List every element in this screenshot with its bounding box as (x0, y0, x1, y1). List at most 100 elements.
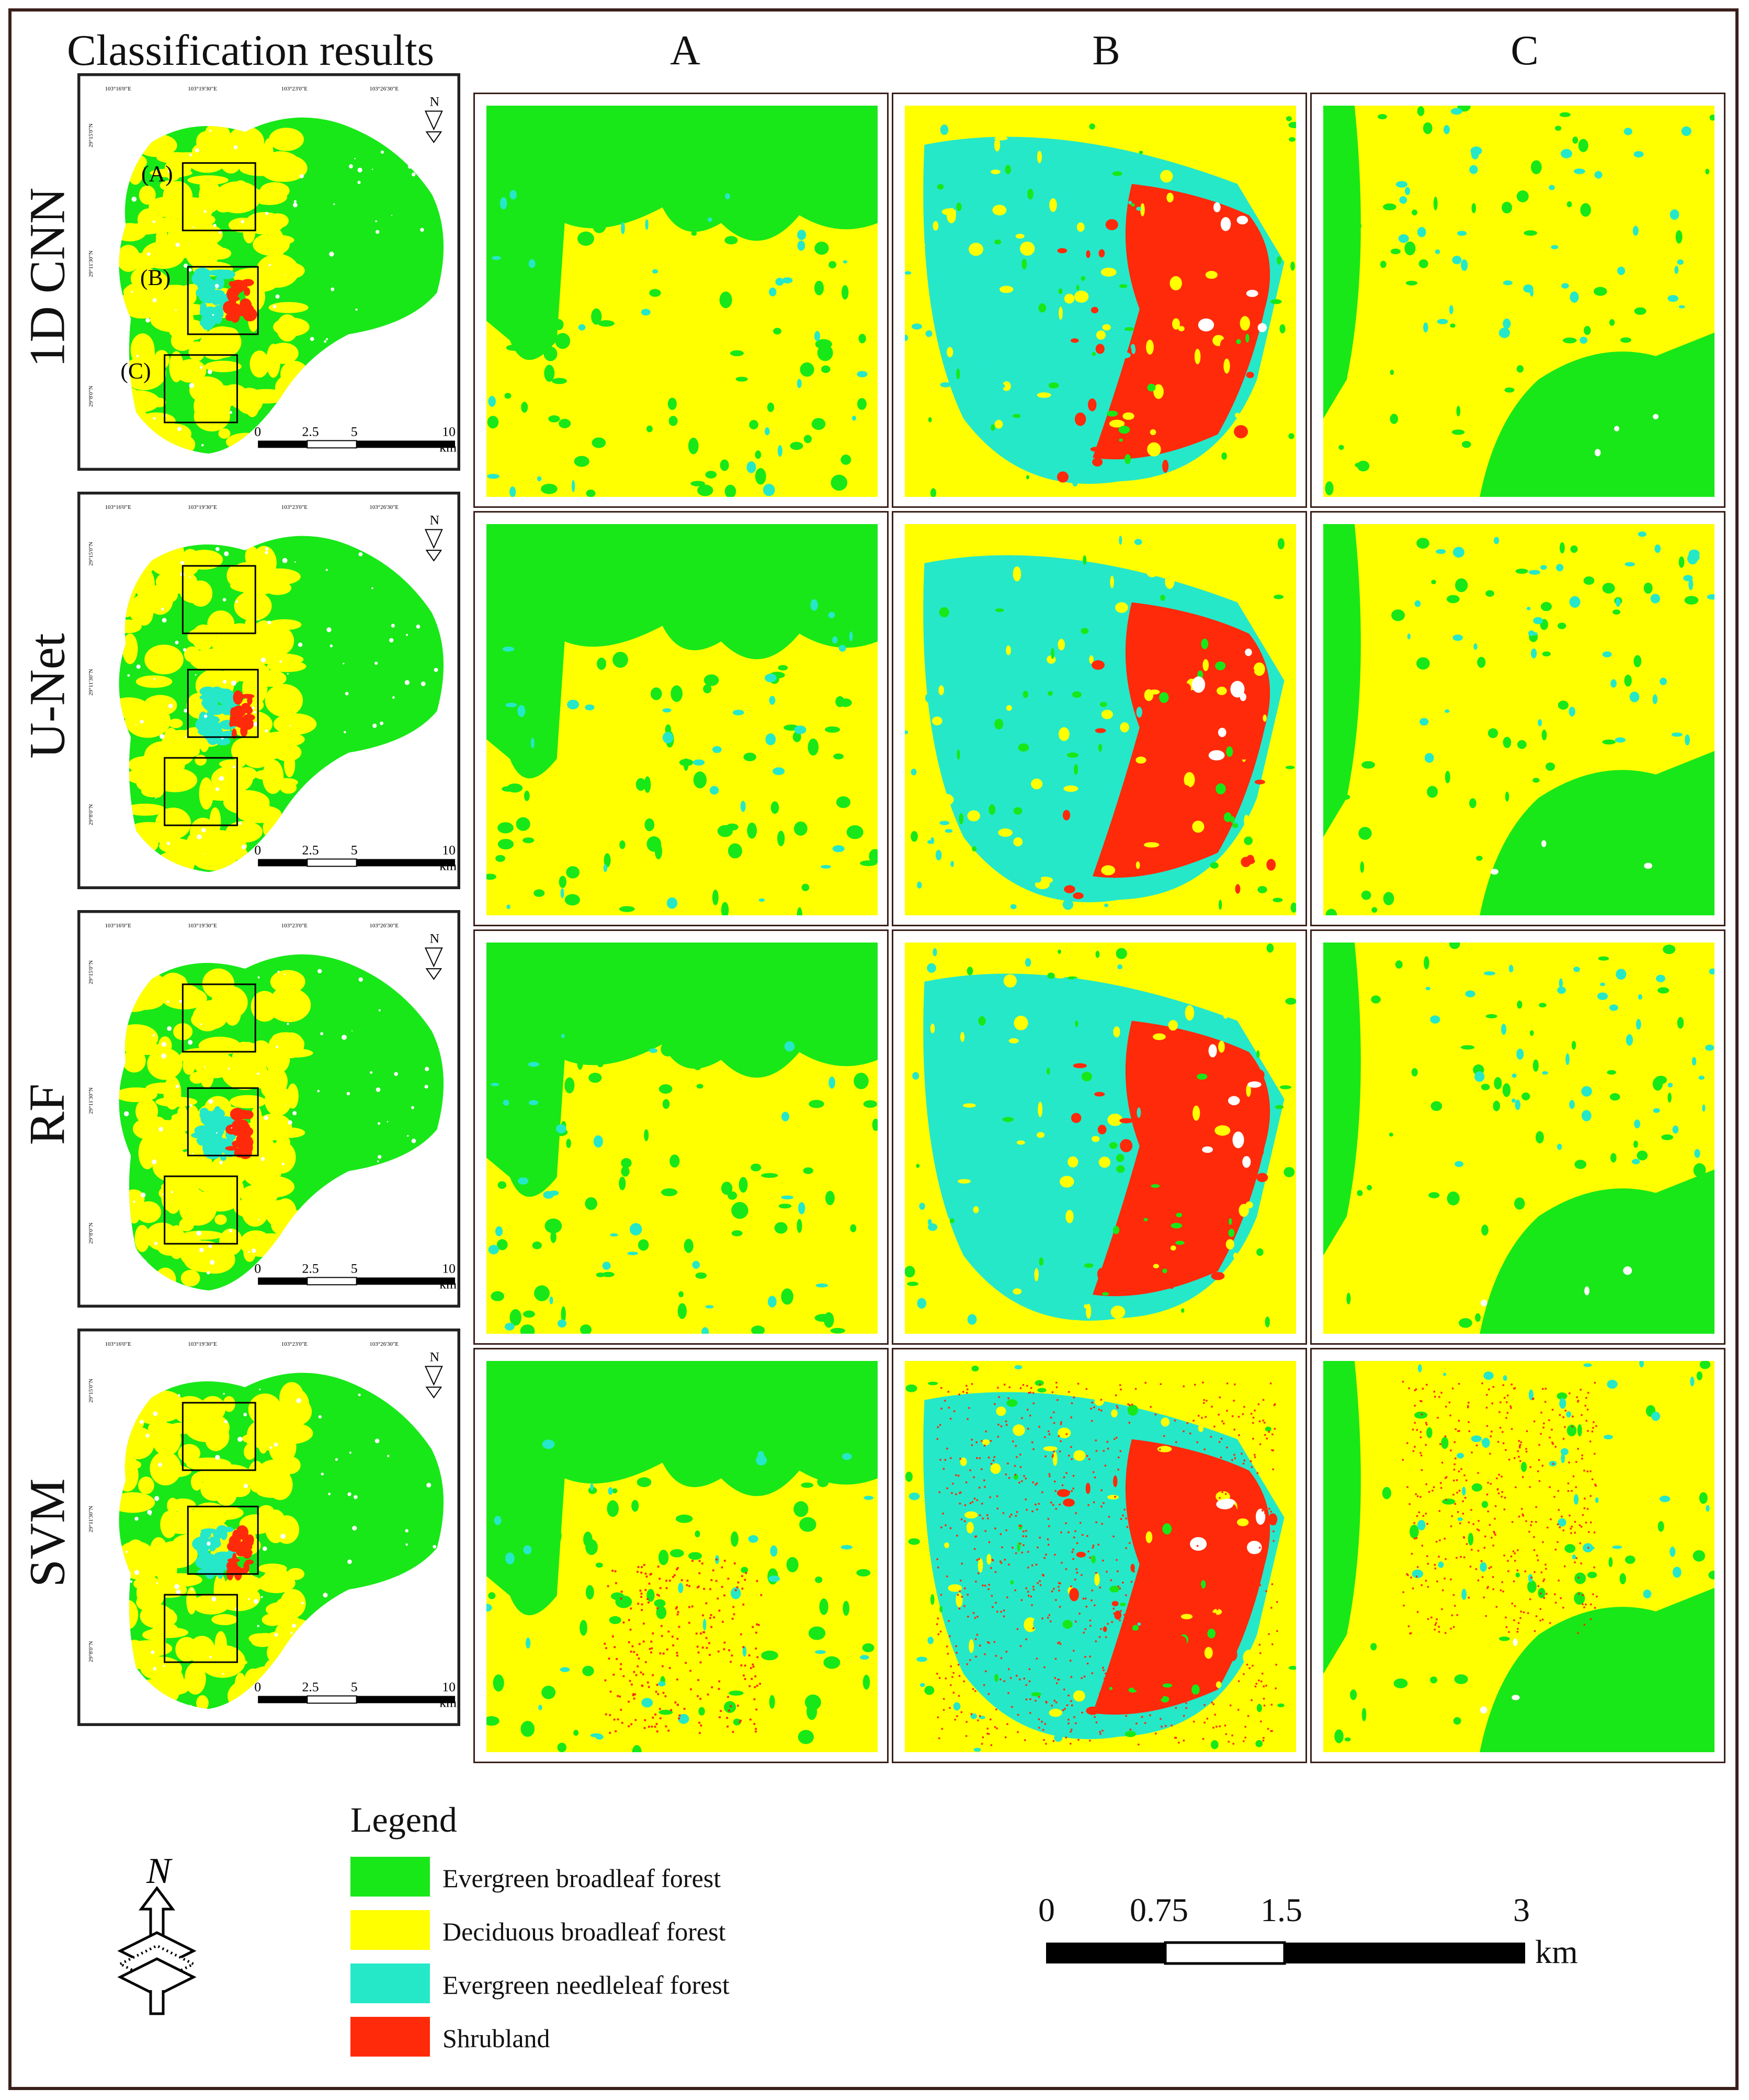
north-label: N (429, 931, 439, 946)
overview-scale-tick: 0 (254, 1261, 261, 1276)
coord-label-top: 103°26'30"E (369, 86, 399, 92)
north-arrow-icon (424, 1366, 443, 1399)
legend-swatch (350, 1857, 430, 1897)
classification-panel-1d-cnn-a (473, 93, 889, 508)
coord-label-left: 29°15'0"N (88, 1379, 94, 1403)
classification-panel-u-net-a (473, 511, 889, 926)
overview-scale-unit: km (439, 1695, 457, 1710)
overview-scale-tick: 10 (442, 424, 456, 439)
coord-label-left: 29°8'0"N (88, 1641, 94, 1662)
coord-label-top: 103°16'0"E (105, 1341, 131, 1347)
zoom-callout-c: (C) (120, 358, 151, 383)
coord-label-left: 29°11'30"N (88, 1087, 94, 1114)
north-arrow-icon (424, 110, 443, 143)
zoom-box-a (181, 1402, 256, 1471)
zoom-box-c (164, 1594, 238, 1663)
row-label-1d-cnn: 1D CNN (19, 187, 75, 368)
overview-scale-tick: 10 (442, 843, 456, 858)
overview-scale-tick: 5 (351, 1679, 358, 1695)
overview-scale-tick: 2.5 (302, 1679, 319, 1695)
coord-label-top: 103°16'0"E (105, 923, 131, 929)
coord-label-top: 103°16'0"E (105, 504, 131, 510)
north-arrow-icon: N (117, 1851, 197, 2015)
column-header-a: A (670, 28, 700, 74)
coord-label-top: 103°26'30"E (369, 1341, 399, 1347)
zoom-box-a (181, 565, 256, 634)
zoom-box-b (187, 1087, 259, 1156)
overview-scale-tick: 2.5 (302, 843, 319, 858)
north-label: N (429, 1349, 439, 1365)
classification-panel-u-net-b (892, 511, 1307, 926)
coord-label-top: 103°23'0"E (281, 504, 308, 510)
legend-swatch (350, 1910, 430, 1950)
north-arrow-icon (424, 529, 443, 562)
classification-panel-svm-b (892, 1348, 1307, 1763)
figure-frame (8, 8, 1739, 2090)
coord-label-left: 29°15'0"N (88, 960, 94, 984)
coord-label-left: 29°8'0"N (88, 385, 94, 407)
row-label-u-net: U-Net (19, 633, 75, 758)
overview-scale-tick: 0 (254, 843, 261, 858)
coord-label-left: 29°15'0"N (88, 123, 94, 147)
coord-label-top: 103°19'30"E (188, 504, 217, 510)
classification-panel-rf-a (473, 929, 889, 1345)
overview-scale-tick: 10 (442, 1679, 456, 1695)
overview-scale-tick: 5 (351, 424, 358, 439)
scale-unit: km (1535, 1933, 1578, 1970)
coord-label-top: 103°26'30"E (369, 923, 399, 929)
zoom-box-a (181, 162, 256, 232)
overview-scale-tick: 2.5 (302, 424, 319, 439)
column-header-b: B (1092, 28, 1120, 74)
coord-label-left: 29°11'30"N (88, 1506, 94, 1533)
classification-panel-svm-c (1310, 1348, 1725, 1763)
scale-tick-1-5: 1.5 (1260, 1891, 1302, 1928)
coord-label-top: 103°23'0"E (281, 923, 308, 929)
scale-tick-3: 3 (1513, 1891, 1530, 1928)
north-label: N (146, 1851, 173, 1891)
coord-label-top: 103°19'30"E (188, 923, 217, 929)
overview-scale-unit: km (439, 1276, 457, 1291)
overview-scale-unit: km (439, 858, 457, 873)
coord-label-left: 29°11'30"N (88, 669, 94, 696)
zoom-box-a (181, 983, 256, 1053)
legend-swatch (350, 2017, 430, 2057)
zoom-box-b (187, 1505, 259, 1575)
zoom-box-b (187, 266, 259, 335)
coord-label-top: 103°19'30"E (188, 86, 217, 92)
row-label-svm: SVM (19, 1478, 75, 1587)
overview-scale-tick: 10 (442, 1261, 456, 1276)
overview-scale-tick: 5 (351, 1261, 358, 1276)
classification-panel-svm-a (473, 1348, 889, 1763)
zoom-box-c (164, 1175, 238, 1245)
coord-label-top: 103°16'0"E (105, 86, 131, 92)
scale-tick-0-75: 0.75 (1130, 1891, 1188, 1928)
classification-panel-rf-b (892, 929, 1307, 1345)
overview-scale-unit: km (439, 439, 457, 455)
coord-label-top: 103°23'0"E (281, 86, 308, 92)
zoom-callout-a: (A) (141, 161, 173, 186)
overview-map: 103°16'0"E 103°19'30"E 103°23'0"E 103°26'30… (77, 1329, 460, 1726)
north-arrow-icon (424, 947, 443, 980)
overview-map: 103°16'0"E 103°19'30"E 103°23'0"E 103°26'30… (77, 492, 460, 889)
zoom-box-c (164, 354, 238, 424)
scale-tick-0: 0 (1038, 1891, 1055, 1928)
zoom-box-b (187, 668, 259, 738)
zoom-callout-b: (B) (140, 265, 171, 290)
classification-panel-rf-c (1310, 929, 1725, 1345)
scale-bar (1046, 1941, 1525, 1965)
figure-title: Classification results (67, 26, 435, 75)
zoom-box-c (164, 757, 238, 826)
coord-label-top: 103°26'30"E (369, 504, 399, 510)
coord-label-left: 29°8'0"N (88, 804, 94, 825)
overview-scale-tick: 5 (351, 843, 358, 858)
legend-title: Legend (350, 1800, 457, 1840)
classification-panel-1d-cnn-b (892, 93, 1307, 508)
north-label: N (429, 513, 439, 528)
overview-map: (A) (B) (C) 103°16'0"E 103°19'30"E 103°23'0"E… (77, 73, 460, 471)
classification-panel-u-net-c (1310, 511, 1725, 926)
overview-scale-tick: 0 (254, 424, 261, 439)
overview-map: 103°16'0"E 103°19'30"E 103°23'0"E 103°26'30… (77, 910, 460, 1308)
coord-label-top: 103°19'30"E (188, 1341, 217, 1347)
coord-label-left: 29°15'0"N (88, 542, 94, 566)
classification-panel-1d-cnn-c (1310, 93, 1725, 508)
